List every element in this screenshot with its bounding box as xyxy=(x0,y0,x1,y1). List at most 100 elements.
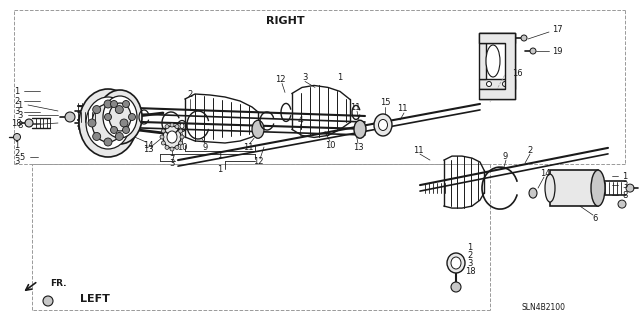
Circle shape xyxy=(25,119,33,127)
Bar xyxy=(479,79,515,89)
Text: 1: 1 xyxy=(467,242,472,251)
Text: SLN4B2100: SLN4B2100 xyxy=(521,302,565,311)
Text: 2: 2 xyxy=(14,97,20,106)
Text: 4: 4 xyxy=(297,116,303,125)
Ellipse shape xyxy=(92,104,124,142)
Text: 3: 3 xyxy=(14,157,20,166)
Text: 3: 3 xyxy=(467,258,473,268)
Text: 7: 7 xyxy=(170,154,175,164)
Text: 17: 17 xyxy=(552,26,563,34)
Circle shape xyxy=(111,127,118,133)
Text: 14: 14 xyxy=(540,169,550,178)
Ellipse shape xyxy=(252,120,264,138)
Text: 8: 8 xyxy=(17,121,22,130)
Circle shape xyxy=(115,132,124,140)
Circle shape xyxy=(43,296,53,306)
Bar xyxy=(479,33,515,43)
Text: 2: 2 xyxy=(14,149,20,158)
Circle shape xyxy=(530,48,536,54)
Ellipse shape xyxy=(486,45,500,77)
Ellipse shape xyxy=(378,120,387,130)
Text: 16: 16 xyxy=(512,70,522,78)
Circle shape xyxy=(175,125,179,129)
Circle shape xyxy=(93,106,100,114)
Circle shape xyxy=(175,145,179,149)
Ellipse shape xyxy=(79,89,137,157)
Circle shape xyxy=(165,125,169,129)
Ellipse shape xyxy=(591,170,605,206)
Ellipse shape xyxy=(163,126,181,148)
Text: 13: 13 xyxy=(143,145,154,153)
Circle shape xyxy=(179,141,182,145)
Text: 2: 2 xyxy=(188,90,193,100)
Text: 10: 10 xyxy=(177,143,188,152)
Circle shape xyxy=(451,282,461,292)
Ellipse shape xyxy=(447,253,465,273)
Text: 1: 1 xyxy=(218,165,223,174)
Circle shape xyxy=(170,147,174,151)
Circle shape xyxy=(165,145,169,149)
Text: 8: 8 xyxy=(622,190,628,200)
Text: 1: 1 xyxy=(17,100,22,109)
Ellipse shape xyxy=(545,174,555,202)
Text: 11: 11 xyxy=(397,105,407,114)
Bar xyxy=(479,43,486,79)
Circle shape xyxy=(129,114,136,121)
Text: 1: 1 xyxy=(14,86,20,95)
Circle shape xyxy=(180,135,184,139)
Ellipse shape xyxy=(374,114,392,136)
Text: 3: 3 xyxy=(14,108,20,116)
Circle shape xyxy=(179,129,182,133)
Ellipse shape xyxy=(529,188,537,198)
Text: 12: 12 xyxy=(253,158,263,167)
Circle shape xyxy=(618,200,626,208)
Circle shape xyxy=(93,132,100,140)
Text: 3: 3 xyxy=(622,181,628,189)
Circle shape xyxy=(160,135,164,139)
Circle shape xyxy=(104,138,112,146)
Circle shape xyxy=(88,119,96,127)
Text: 13: 13 xyxy=(353,143,364,152)
Text: 5: 5 xyxy=(19,152,24,161)
Text: 3: 3 xyxy=(17,110,22,120)
Ellipse shape xyxy=(103,96,137,138)
Text: 19: 19 xyxy=(552,47,563,56)
Ellipse shape xyxy=(354,120,366,138)
Ellipse shape xyxy=(98,90,142,144)
Bar xyxy=(550,170,598,206)
Circle shape xyxy=(161,141,165,145)
Text: 9: 9 xyxy=(202,143,207,152)
Text: 18: 18 xyxy=(11,118,21,128)
Circle shape xyxy=(111,100,118,108)
Text: LEFT: LEFT xyxy=(80,294,110,304)
Circle shape xyxy=(170,123,174,127)
Text: 2: 2 xyxy=(467,250,472,259)
Polygon shape xyxy=(479,33,515,99)
Circle shape xyxy=(486,81,492,86)
Ellipse shape xyxy=(167,131,177,143)
Circle shape xyxy=(13,133,20,140)
Circle shape xyxy=(626,184,634,192)
Text: 3: 3 xyxy=(170,160,175,168)
Circle shape xyxy=(115,106,124,114)
Text: 12: 12 xyxy=(275,75,285,84)
Circle shape xyxy=(521,35,527,41)
Circle shape xyxy=(486,35,492,41)
Text: 14: 14 xyxy=(143,140,153,150)
Text: 6: 6 xyxy=(592,214,598,223)
Text: 9: 9 xyxy=(502,152,508,160)
Circle shape xyxy=(502,35,508,41)
Circle shape xyxy=(161,129,165,133)
Circle shape xyxy=(502,81,508,86)
Circle shape xyxy=(122,127,129,133)
Ellipse shape xyxy=(180,123,184,129)
Ellipse shape xyxy=(451,257,461,269)
Text: 2: 2 xyxy=(527,145,532,155)
Text: 11: 11 xyxy=(349,103,360,112)
Text: 1: 1 xyxy=(622,172,628,181)
Text: 18: 18 xyxy=(465,266,476,276)
Text: 1: 1 xyxy=(14,140,20,150)
Text: FR.: FR. xyxy=(50,279,67,288)
Circle shape xyxy=(65,112,75,122)
Text: 15: 15 xyxy=(380,99,390,108)
